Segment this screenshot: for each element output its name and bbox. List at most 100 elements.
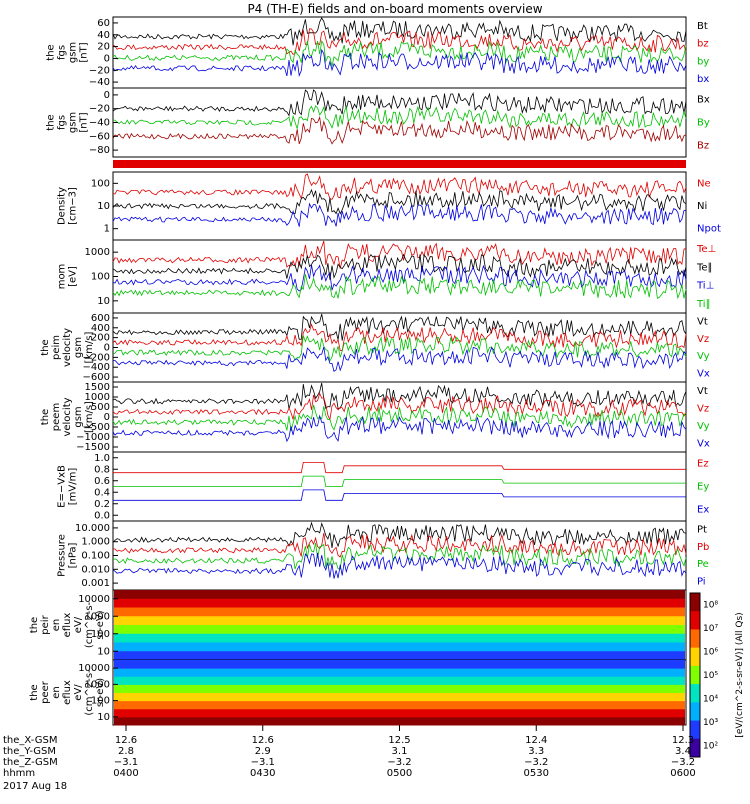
panel-frame	[112, 520, 687, 591]
legend-Pb: Pb	[697, 542, 709, 553]
y-tick-label: 100	[91, 629, 110, 640]
x-tick-label: 2.9	[255, 746, 271, 757]
x-tick-label: −3.1	[114, 757, 138, 768]
legend-Ez: Ez	[697, 459, 709, 470]
y-tick-label: 0.6	[94, 476, 110, 487]
series-Ti⊥	[112, 264, 687, 292]
legend-Ne: Ne	[697, 178, 711, 189]
y-tick-label: 1000	[85, 247, 110, 258]
x-row-label: hhmm	[3, 768, 35, 779]
panel-ion-eflux: 10000 1000 100 10thepeirenefluxeV/(cm^2-s-s…	[29, 589, 687, 661]
x-tick-label: −3.2	[524, 757, 548, 768]
series-Pb	[112, 533, 687, 558]
series-Te⊥	[112, 240, 687, 269]
legend-Vx: Vx	[697, 438, 710, 449]
series-bz	[112, 28, 687, 55]
series-Vt	[112, 313, 687, 341]
y-tick-label: 0.8	[94, 464, 110, 475]
y-tick-label: 1000	[85, 679, 110, 690]
y-tick-label: 10	[97, 201, 110, 212]
series-Ez	[113, 462, 686, 474]
colorbar-tick-label: 10²	[703, 741, 718, 751]
legend-Pe: Pe	[697, 559, 709, 570]
y-tick-label: −60	[89, 131, 110, 142]
series-Vy	[112, 335, 687, 362]
x-tick-label: 0530	[524, 768, 549, 779]
legend-bx: bx	[697, 74, 709, 85]
y-tick-label: 1500	[85, 382, 110, 393]
series-Ne	[112, 173, 687, 200]
x-tick-label: 3.4	[675, 746, 691, 757]
y-tick-label: −40	[89, 77, 110, 88]
spectrogram-band	[114, 708, 685, 718]
legend-Pi: Pi	[697, 576, 706, 587]
panel-frame	[112, 312, 687, 383]
series-Bz	[112, 115, 687, 145]
colorbar-segment	[690, 665, 700, 685]
y-tick-label: 0	[104, 412, 110, 423]
legend-Bt: Bt	[697, 21, 708, 32]
legend-Ti∥: Ti∥	[696, 299, 711, 310]
legend-Vx: Vx	[697, 368, 710, 379]
y-axis-label: mom[eV]	[57, 264, 79, 290]
series-Ni	[112, 188, 687, 215]
colorbar-tick-label: 10⁸	[703, 601, 718, 611]
y-tick-label: −1500	[76, 442, 110, 453]
spectrogram-band	[114, 590, 685, 600]
spectrogram-band	[114, 668, 685, 677]
legend-Ex: Ex	[697, 505, 709, 516]
x-row-label: the_X-GSM	[3, 735, 57, 746]
y-tick-label: 1	[104, 224, 110, 235]
y-tick-label: 400	[91, 323, 110, 334]
spectrogram-band	[114, 625, 685, 635]
legend-Te⊥: Te⊥	[696, 244, 716, 255]
y-tick-label: 20	[97, 42, 110, 53]
colorbar-label: [eV/(cm^2-s-sr-eV)] (All Qs)	[735, 612, 745, 737]
y-tick-label: 1.000	[81, 537, 110, 548]
series-Vx	[112, 414, 687, 443]
colorbar-tick-label: 10³	[703, 718, 718, 728]
x-tick-label: 3.3	[528, 746, 544, 757]
y-tick-label: 600	[91, 313, 110, 324]
colorbar-segment	[690, 738, 700, 758]
series-Bx	[112, 89, 687, 117]
legend-Ni: Ni	[697, 201, 707, 212]
colorbar-segment	[690, 684, 700, 703]
x-row-label: the_Y-GSM	[3, 746, 56, 757]
legend-Pt: Pt	[697, 525, 707, 536]
spectrogram-band	[114, 676, 685, 685]
spectrogram-band	[114, 642, 685, 652]
panel-fgs-bxyz: 0 −20 −40 −60 −80 thefgsgsm[nT] Bx By Bz	[46, 87, 710, 158]
series-Vz	[112, 392, 687, 422]
y-tick-label: 1.0	[94, 453, 110, 464]
series-Vx	[112, 346, 687, 372]
colorbar-tick-label: 10⁷	[703, 624, 718, 634]
series-Ex	[113, 489, 686, 501]
y-tick-label: −1000	[76, 432, 110, 443]
x-tick-label: 12.6	[252, 735, 274, 746]
y-tick-label: 500	[91, 402, 110, 413]
legend-By: By	[697, 118, 710, 129]
y-tick-label: −500	[83, 422, 110, 433]
legend-Vt: Vt	[697, 386, 708, 397]
x-tick-label: 0400	[113, 768, 138, 779]
spectrogram-band	[114, 616, 685, 626]
y-tick-label: 0.100	[81, 551, 110, 562]
y-axis-label: thepeimvelocitygsm[km/s]	[40, 328, 95, 367]
colorbar-segment	[690, 647, 700, 667]
colorbar-segment	[690, 720, 700, 740]
series-Ti∥	[112, 274, 687, 300]
y-tick-label: 0	[104, 53, 110, 64]
y-tick-label: 100	[91, 272, 110, 283]
spectrogram-band	[114, 692, 685, 702]
spectrogram-band	[114, 598, 685, 608]
x-tick-label: −3.1	[251, 757, 275, 768]
colorbar-segment	[690, 629, 700, 649]
spectrogram-band	[114, 700, 685, 710]
series-By	[112, 105, 687, 129]
y-axis-label: E=−VxB[mV/m]	[57, 465, 79, 508]
y-axis-label: thepeerenefluxeV/(cm^2-s-sr-eV)	[29, 669, 106, 716]
